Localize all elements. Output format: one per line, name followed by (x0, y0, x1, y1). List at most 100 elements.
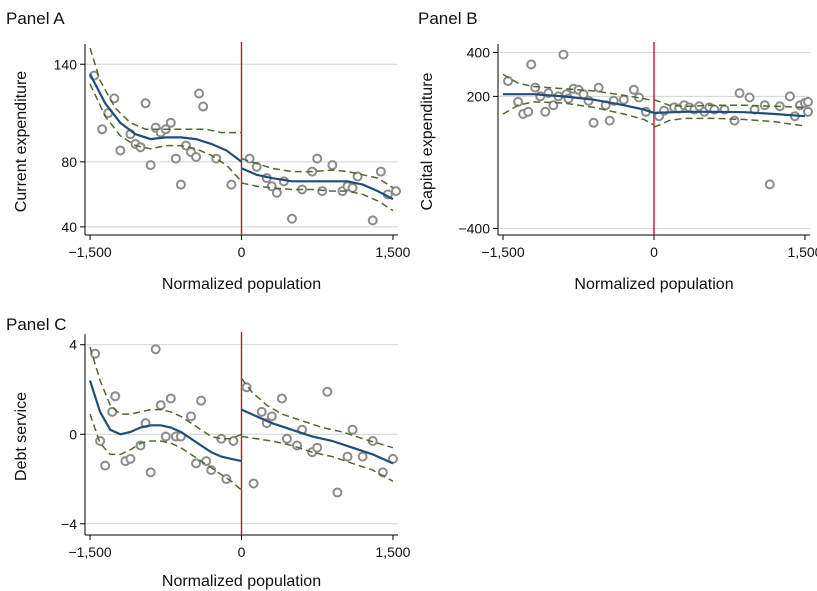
y-axis-title: Current expenditure (13, 71, 30, 213)
scatter-point (192, 459, 200, 467)
panel-title: Panel B (418, 9, 478, 28)
scatter-point (101, 462, 109, 470)
scatter-point (152, 345, 160, 353)
scatter-point (328, 161, 336, 169)
y-tick-label: −4 (61, 516, 77, 532)
scatter-point (273, 189, 281, 197)
panel-title: Panel A (6, 9, 65, 28)
x-tick-label: 1,500 (375, 544, 410, 560)
scatter-point (766, 180, 774, 188)
scatter-point (377, 168, 385, 176)
scatter-point (527, 61, 535, 69)
scatter-point (349, 184, 357, 192)
scatter-point (524, 108, 532, 116)
scatter-point (195, 90, 203, 98)
y-tick-label: 40 (61, 219, 77, 235)
y-tick-label: −400 (458, 220, 490, 236)
scatter-point (590, 119, 598, 127)
x-axis-title: Normalized population (574, 276, 733, 293)
scatter-point (595, 84, 603, 92)
y-tick-label: 4 (69, 337, 77, 353)
scatter-point (283, 435, 291, 443)
y-tick-label: 200 (467, 88, 491, 104)
scatter-point (804, 108, 812, 116)
x-axis-title: Normalized population (162, 276, 321, 293)
scatter-point (258, 408, 266, 416)
scatter-point (142, 99, 150, 107)
confidence-band-line (90, 48, 242, 133)
scatter-point (98, 125, 106, 133)
scatter-point (116, 146, 124, 154)
x-tick-label: −1,500 (481, 244, 524, 260)
x-tick-label: 0 (650, 244, 658, 260)
scatter-point (349, 426, 357, 434)
scatter-point (250, 480, 258, 488)
x-tick-label: −1,500 (68, 244, 111, 260)
fitted-line (242, 168, 394, 199)
panel-a: Panel A 40 80 140 −1,500 0 1,500 Normalized pop… (6, 9, 411, 293)
scatter-point (177, 181, 185, 189)
scatter-point (344, 453, 352, 461)
scatter-point (369, 216, 377, 224)
scatter-point (111, 392, 119, 400)
scatter-point (318, 187, 326, 195)
scatter-point (630, 86, 638, 94)
scatter-point (227, 181, 235, 189)
panel-title: Panel C (6, 315, 66, 334)
scatter-point (157, 401, 165, 409)
scatter-point (147, 161, 155, 169)
x-tick-label: −1,500 (68, 544, 111, 560)
scatter-point (167, 394, 175, 402)
scatter-point (147, 468, 155, 476)
fitted-line (242, 410, 394, 464)
y-axis-title: Capital expenditure (419, 72, 436, 210)
scatter-point (333, 488, 341, 496)
scatter-point (746, 94, 754, 102)
panel-b: Panel B −400 200 400 −1,500 0 1,500 Normalized … (418, 9, 817, 293)
x-tick-label: 1,500 (787, 244, 817, 260)
scatter-point (202, 457, 210, 465)
scatter-point (167, 119, 175, 127)
fitted-line (90, 74, 242, 162)
scatter-point (162, 433, 170, 441)
scatter-point (541, 108, 549, 116)
y-tick-label: 140 (54, 56, 78, 72)
scatter-point (187, 412, 195, 420)
scatter-point (278, 394, 286, 402)
scatter-point (199, 103, 207, 111)
panel-c: Panel C −4 0 4 −1,500 0 1,500 Normalized popula… (6, 315, 411, 590)
scatter-point (172, 155, 180, 163)
scatter-point (731, 117, 739, 125)
scatter-point (786, 92, 794, 100)
scatter-point (359, 453, 367, 461)
scatter-point (804, 98, 812, 106)
scatter-point (559, 51, 567, 59)
x-tick-label: 1,500 (375, 244, 410, 260)
scatter-point (91, 350, 99, 358)
y-tick-label: 80 (61, 154, 77, 170)
scatter-point (392, 187, 400, 195)
y-tick-label: 0 (69, 426, 77, 442)
scatter-point (192, 153, 200, 161)
fitted-line (654, 112, 805, 116)
scatter-point (313, 444, 321, 452)
scatter-point (313, 155, 321, 163)
scatter-point (126, 455, 134, 463)
scatter-point (268, 412, 276, 420)
y-tick-label: 400 (467, 44, 491, 60)
scatter-point (323, 388, 331, 396)
x-axis-title: Normalized population (162, 573, 321, 590)
x-tick-label: 0 (238, 544, 246, 560)
scatter-point (197, 397, 205, 405)
y-axis-title: Debt service (13, 392, 30, 481)
x-tick-label: 0 (238, 244, 246, 260)
scatter-point (606, 117, 614, 125)
scatter-point (736, 89, 744, 97)
scatter-point (288, 215, 296, 223)
confidence-band-line (654, 118, 805, 127)
scatter-point (96, 437, 104, 445)
scatter-point (620, 96, 628, 104)
scatter-point (212, 155, 220, 163)
scatter-point (243, 383, 251, 391)
